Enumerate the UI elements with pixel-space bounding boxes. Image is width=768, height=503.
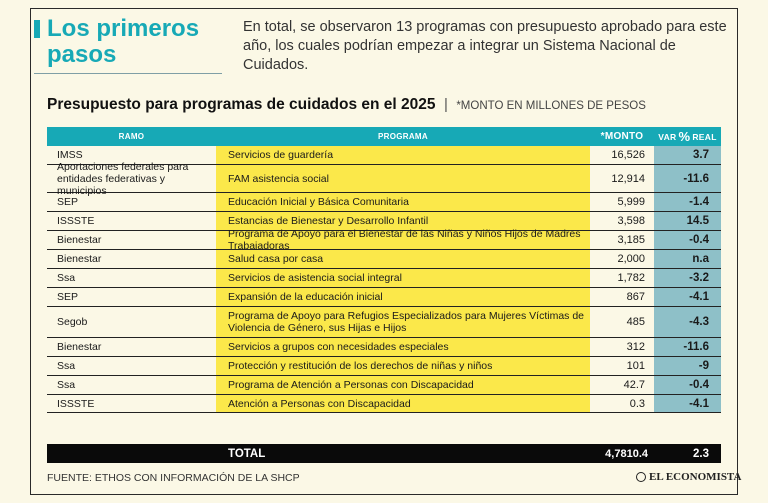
cell-monto: 312: [590, 338, 654, 357]
cell-ramo: Ssa: [47, 376, 216, 395]
column-header-monto: *MONTO: [590, 127, 654, 146]
var-header-prefix: VAR: [658, 131, 677, 142]
cell-ramo: IMSS: [47, 146, 216, 165]
infographic-frame: [30, 8, 738, 495]
section-heading: Los primeros pasos: [34, 16, 222, 74]
cell-programa: Programa de Apoyo para el Bienestar de l…: [216, 228, 590, 252]
table-row: ISSSTE Atención a Personas con Discapacid…: [47, 395, 721, 413]
cell-var: -3.2: [654, 269, 721, 288]
cell-programa: Protección y restitución de los derechos…: [216, 357, 590, 376]
cell-ramo: Segob: [47, 307, 216, 338]
cell-programa: Salud casa por casa: [216, 250, 590, 269]
var-header-percent: %: [678, 129, 691, 144]
cell-var: -11.6: [654, 165, 721, 193]
table-row: ISSSTE Estancias de Bienestar y Desarroll…: [47, 212, 721, 231]
cell-ramo: Aportaciones federales para entidades fe…: [47, 161, 216, 197]
cell-var: -4.1: [654, 395, 721, 413]
cell-ramo: SEP: [47, 193, 216, 212]
cell-programa: Estancias de Bienestar y Desarrollo Infa…: [216, 212, 590, 231]
cell-monto: 3,185: [590, 231, 654, 250]
table-row: SEP Educación Inicial y Básica Comunitari…: [47, 193, 721, 212]
cell-var: -11.6: [654, 338, 721, 357]
table-row: Bienestar Salud casa por casa 2,000 n.a: [47, 250, 721, 269]
cell-ramo: Ssa: [47, 357, 216, 376]
cell-var: n.a: [654, 250, 721, 269]
cell-monto: 3,598: [590, 212, 654, 231]
cell-var: 14.5: [654, 212, 721, 231]
cell-programa: Servicios de guardería: [216, 146, 590, 165]
cell-monto: 1,782: [590, 269, 654, 288]
cell-programa: Programa de Atención a Personas con Disc…: [216, 376, 590, 395]
source-note: FUENTE: ETHOS CON INFORMACIÓN DE LA SHCP: [47, 472, 300, 484]
table-row: IMSS Servicios de guardería 16,526 3.7: [47, 146, 721, 165]
table-row: Aportaciones federales para entidades fe…: [47, 161, 721, 197]
total-var: 2.3: [693, 447, 709, 460]
table-row: SEP Expansión de la educación inicial 867-…: [47, 288, 721, 307]
logo-mark-icon: [636, 472, 646, 482]
table-row: Segob Programa de Apoyo para Refugios Esp…: [47, 307, 721, 338]
title-separator: |: [443, 96, 448, 113]
publisher-logo: EL ECONOMISTA: [636, 471, 741, 483]
cell-programa: Educación Inicial y Básica Comunitaria: [216, 193, 590, 212]
column-header-ramo: RAMO: [47, 127, 216, 146]
cell-programa: FAM asistencia social: [216, 165, 590, 193]
heading-title: Los primeros pasos: [47, 15, 200, 68]
cell-ramo: Bienestar: [47, 338, 216, 357]
cell-monto: 16,526: [590, 146, 654, 165]
cell-var: -4.1: [654, 288, 721, 307]
logo-text: EL ECONOMISTA: [649, 471, 742, 483]
cell-ramo: Ssa: [47, 269, 216, 288]
cell-ramo: Bienestar: [47, 250, 216, 269]
table-row: Ssa Protección y restitución de los derec…: [47, 357, 721, 376]
cell-monto: 5,999: [590, 193, 654, 212]
chart-title-text: Presupuesto para programas de cuidados e…: [47, 96, 436, 113]
cell-programa: Programa de Apoyo para Refugios Especial…: [216, 307, 590, 338]
var-header-suffix: REAL: [692, 131, 717, 142]
cell-monto: 12,914: [590, 165, 654, 193]
cell-monto: 485: [590, 307, 654, 338]
cell-var: 3.7: [654, 146, 721, 165]
cell-monto: 0.3: [590, 395, 654, 413]
cell-programa: Expansión de la educación inicial: [216, 288, 590, 307]
intro-paragraph: En total, se observaron 13 programas con…: [243, 19, 727, 73]
total-label: TOTAL: [228, 447, 266, 460]
chart-subtitle: *MONTO EN MILLONES DE PESOS: [456, 100, 646, 112]
cell-programa: Servicios de asistencia social integral: [216, 269, 590, 288]
table-row: Ssa Servicios de asistencia social integr…: [47, 269, 721, 288]
cell-var: -0.4: [654, 376, 721, 395]
table-row: Bienestar Servicios a grupos con necesida…: [47, 338, 721, 357]
cell-var: -9: [654, 357, 721, 376]
total-monto: 4,7810.4: [605, 447, 648, 460]
cell-var: -4.3: [654, 307, 721, 338]
total-row: TOTAL 4,7810.4 2.3: [47, 444, 721, 463]
cell-var: -0.4: [654, 231, 721, 250]
table-row: Bienestar Programa de Apoyo para el Biene…: [47, 228, 721, 252]
cell-monto: 2,000: [590, 250, 654, 269]
cell-ramo: Bienestar: [47, 231, 216, 250]
heading-accent-bar: [34, 20, 40, 38]
column-header-programa: PROGRAMA: [216, 127, 590, 146]
cell-ramo: SEP: [47, 288, 216, 307]
cell-ramo: ISSSTE: [47, 212, 216, 231]
cell-programa: Atención a Personas con Discapacidad: [216, 395, 590, 413]
chart-title: Presupuesto para programas de cuidados e…: [47, 96, 646, 114]
cell-monto: 867: [590, 288, 654, 307]
column-header-var: VAR % REAL: [654, 127, 721, 146]
cell-ramo: ISSSTE: [47, 395, 216, 413]
cell-var: -1.4: [654, 193, 721, 212]
table-row: Ssa Programa de Atención a Personas con D…: [47, 376, 721, 395]
cell-programa: Servicios a grupos con necesidades espec…: [216, 338, 590, 357]
cell-monto: 101: [590, 357, 654, 376]
cell-monto: 42.7: [590, 376, 654, 395]
